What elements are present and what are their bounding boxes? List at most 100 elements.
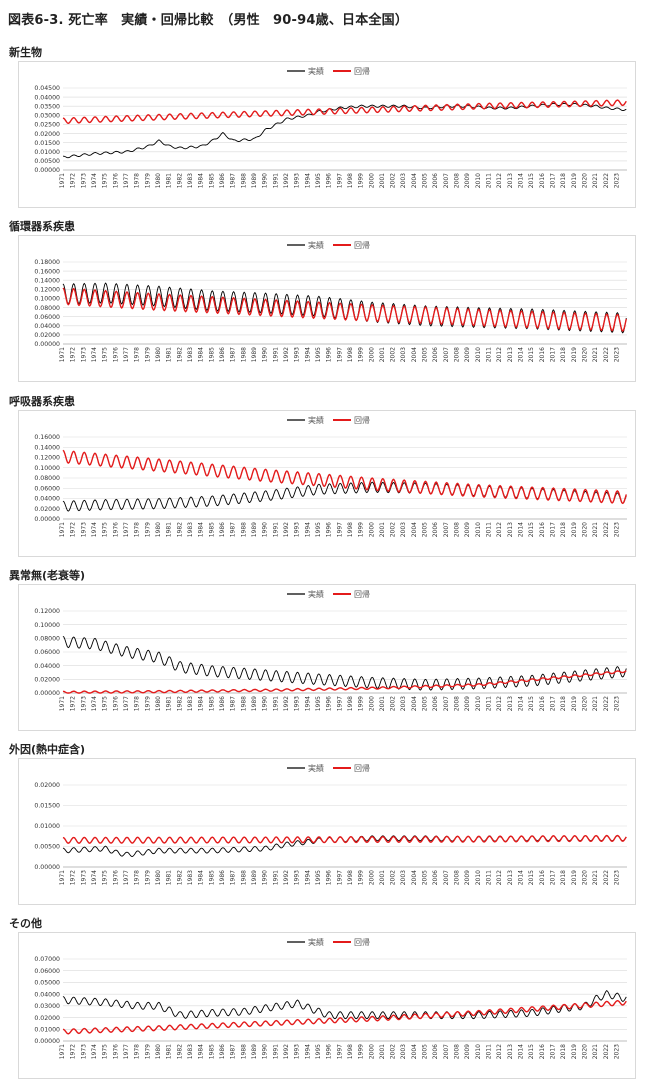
x-tick-label: 1995	[315, 173, 322, 188]
x-tick-label: 2008	[454, 696, 461, 711]
x-tick-label: 1990	[262, 173, 269, 188]
x-tick-label: 2011	[486, 1044, 493, 1059]
x-tick-label: 2007	[443, 347, 450, 362]
x-tick-label: 1985	[208, 173, 215, 188]
x-tick-label: 1993	[294, 347, 301, 362]
x-tick-label: 2021	[592, 347, 599, 362]
x-tick-label: 2016	[539, 173, 546, 188]
x-tick-label: 1975	[102, 522, 109, 537]
x-tick-label: 2010	[475, 347, 482, 362]
y-tick-label: 0.12000	[34, 455, 60, 462]
chart-panel: 0.00000 0.01000 0.02000 0.03000 0.04000 0.050…	[18, 932, 636, 1079]
y-tick-label: 0.10000	[34, 296, 60, 303]
x-tick-label: 2021	[592, 173, 599, 188]
x-tick-label: 1991	[272, 1044, 279, 1059]
x-tick-label: 1993	[294, 696, 301, 711]
x-tick-label: 2000	[368, 173, 375, 188]
x-tick-label: 1996	[326, 870, 333, 885]
y-tick-label: 0.04500	[34, 85, 60, 92]
x-tick-label: 1996	[326, 1044, 333, 1059]
x-tick-label: 1987	[230, 173, 237, 188]
x-tick-label: 2010	[475, 173, 482, 188]
x-tick-label: 1973	[80, 347, 87, 362]
x-tick-label: 1971	[59, 522, 66, 537]
y-tick-label: 0.14000	[34, 444, 60, 451]
x-tick-label: 2016	[539, 1044, 546, 1059]
x-tick-label: 1999	[358, 870, 365, 885]
legend-label: 回帰	[354, 66, 370, 76]
x-tick-label: 2017	[550, 696, 557, 711]
x-tick-label: 2012	[496, 173, 503, 188]
x-tick-label: 2000	[368, 347, 375, 362]
series-line-actual	[62, 990, 627, 1020]
x-tick-label: 2023	[613, 1044, 620, 1059]
x-tick-label: 1980	[155, 696, 162, 711]
x-tick-label: 2007	[443, 870, 450, 885]
x-tick-label: 2001	[379, 173, 386, 188]
x-tick-label: 1995	[315, 696, 322, 711]
legend: 実績 回帰	[287, 763, 370, 773]
x-tick-label: 1992	[283, 696, 290, 711]
x-tick-label: 1987	[230, 1044, 237, 1059]
x-tick-label: 1990	[262, 522, 269, 537]
x-tick-label: 1995	[315, 522, 322, 537]
x-tick-label: 1994	[304, 1044, 311, 1059]
chart-title: 呼吸器系疾患	[9, 395, 75, 408]
series-line-regression	[62, 449, 627, 505]
x-tick-label: 2018	[560, 1044, 567, 1059]
x-tick-label: 1974	[91, 173, 98, 188]
series-line-regression	[62, 670, 627, 694]
x-tick-label: 2020	[581, 870, 588, 885]
x-tick-label: 2003	[400, 696, 407, 711]
y-tick-label: 0.14000	[34, 277, 60, 284]
x-tick-label: 1978	[134, 1044, 141, 1059]
x-tick-label: 2011	[486, 173, 493, 188]
x-tick-label: 1985	[208, 347, 215, 362]
x-tick-label: 1978	[134, 173, 141, 188]
chart-panel: 0.00000 0.02000 0.04000 0.06000 0.08000 0.100…	[18, 584, 636, 731]
x-tick-label: 1980	[155, 347, 162, 362]
series-line-actual	[62, 635, 627, 691]
x-tick-label: 1995	[315, 870, 322, 885]
x-tick-label: 1972	[70, 870, 77, 885]
x-tick-label: 2023	[613, 870, 620, 885]
x-tick-label: 2006	[432, 522, 439, 537]
x-tick-label: 1982	[176, 522, 183, 537]
x-tick-label: 2022	[603, 173, 610, 188]
x-tick-label: 2021	[592, 1044, 599, 1059]
x-tick-label: 2023	[613, 173, 620, 188]
x-tick-label: 1987	[230, 347, 237, 362]
x-tick-label: 1993	[294, 173, 301, 188]
x-tick-label: 1977	[123, 870, 130, 885]
y-tick-label: 0.06000	[34, 968, 60, 975]
chart-title: 新生物	[9, 46, 42, 59]
x-tick-label: 1972	[70, 1044, 77, 1059]
x-tick-label: 1982	[176, 1044, 183, 1059]
chart-svg: 0.00000 0.00500 0.01000 0.01500 0.02000 1971 1…	[34, 763, 627, 885]
x-tick-label: 1976	[112, 696, 119, 711]
x-tick-label: 2013	[507, 347, 514, 362]
x-tick-label: 2016	[539, 347, 546, 362]
series-line-actual	[62, 282, 627, 334]
x-tick-label: 1971	[59, 347, 66, 362]
x-tick-label: 1976	[112, 870, 119, 885]
x-tick-label: 1994	[304, 696, 311, 711]
x-tick-label: 2014	[518, 696, 525, 711]
x-tick-label: 2015	[528, 1044, 535, 1059]
x-tick-label: 1990	[262, 696, 269, 711]
chart-panel: 0.00000 0.02000 0.04000 0.06000 0.08000 0.100…	[18, 235, 636, 382]
x-tick-label: 1983	[187, 173, 194, 188]
x-tick-label: 1987	[230, 870, 237, 885]
y-tick-label: 0.08000	[34, 475, 60, 482]
x-tick-label: 1981	[166, 870, 173, 885]
x-tick-label: 2001	[379, 870, 386, 885]
x-tick-label: 2012	[496, 870, 503, 885]
x-tick-label: 2019	[571, 696, 578, 711]
x-tick-label: 1995	[315, 1044, 322, 1059]
x-tick-label: 1975	[102, 870, 109, 885]
x-tick-label: 1972	[70, 696, 77, 711]
x-tick-label: 2003	[400, 173, 407, 188]
page-title: 図表6-3. 死亡率 実績・回帰比較 （男性 90-94歳、日本全国）	[8, 13, 409, 28]
x-tick-label: 1977	[123, 1044, 130, 1059]
x-tick-label: 2002	[390, 1044, 397, 1059]
